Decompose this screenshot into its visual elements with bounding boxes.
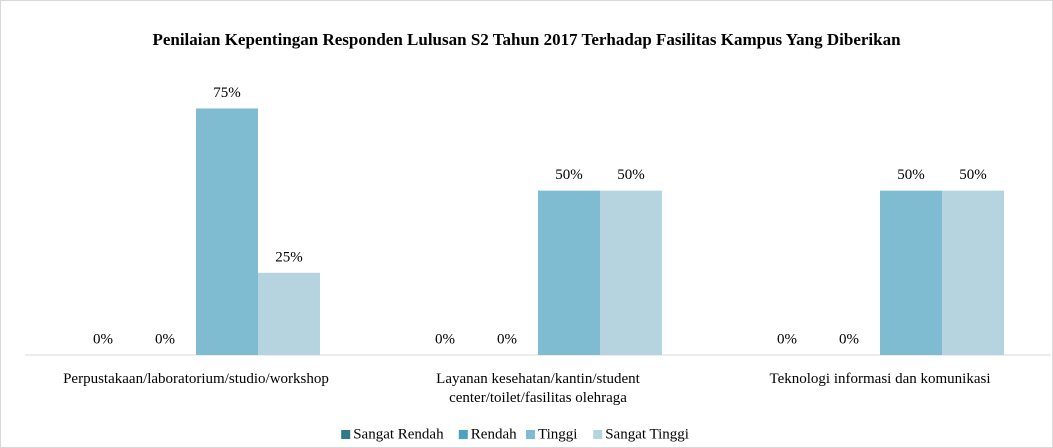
bar: [196, 108, 258, 355]
legend-swatch: [458, 430, 468, 439]
chart-title: Penilaian Kepentingan Responden Lulusan …: [152, 30, 901, 49]
legend-label: Tinggi: [538, 426, 577, 442]
title-box: Penilaian Kepentingan Responden Lulusan …: [152, 30, 901, 49]
legend-swatch: [593, 430, 603, 439]
bar: [538, 190, 600, 355]
x-tick-label: Perpustakaan/laboratorium/studio/worksho…: [63, 371, 329, 387]
bar: [880, 190, 942, 355]
legend-swatch: [526, 430, 535, 439]
data-label: 0%: [839, 331, 859, 347]
x-tick-label: Teknologi informasi dan komunikasi: [769, 371, 991, 387]
data-label: 0%: [777, 331, 797, 347]
legend-label: Rendah: [471, 426, 517, 442]
data-label: 0%: [93, 331, 113, 347]
bar: [942, 190, 1004, 355]
legend-swatch: [341, 430, 351, 439]
data-label: 0%: [155, 331, 175, 347]
data-label: 0%: [497, 331, 517, 347]
bar: [258, 272, 320, 355]
data-label: 50%: [959, 167, 987, 183]
data-label: 50%: [555, 167, 583, 183]
legend-label: Sangat Rendah: [353, 426, 444, 442]
x-tick-label: Layanan kesehatan/kantin/student center/…: [436, 371, 640, 406]
bar: [600, 190, 662, 355]
label-box: Teknologi informasi dan komunikasi: [769, 371, 991, 387]
data-label: 50%: [617, 167, 645, 183]
data-label: 0%: [435, 331, 455, 347]
data-label: 75%: [213, 85, 241, 101]
data-label: 25%: [275, 249, 303, 265]
legend-label: Sangat Tinggi: [605, 426, 689, 442]
label-box: Perpustakaan/laboratorium/studio/worksho…: [63, 371, 329, 387]
data-label: 50%: [897, 167, 925, 183]
label-box: Layanan kesehatan/kantin/student center/…: [436, 371, 640, 406]
